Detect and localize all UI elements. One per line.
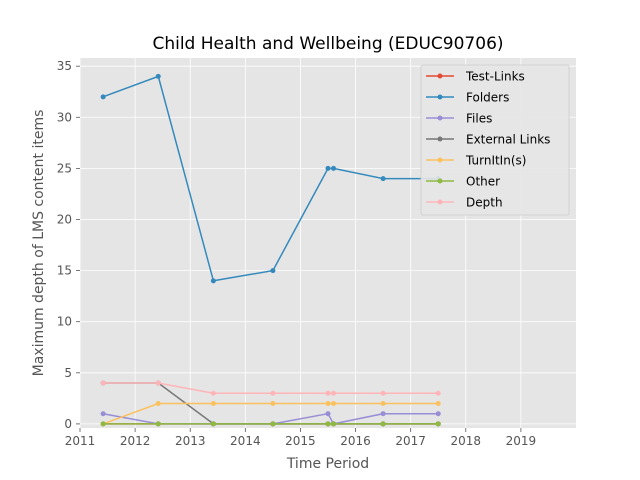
data-point	[435, 421, 441, 427]
data-point	[100, 380, 106, 386]
data-point	[100, 421, 106, 427]
data-point	[380, 411, 386, 417]
data-point	[210, 390, 216, 396]
data-point	[331, 421, 337, 427]
data-point	[270, 421, 276, 427]
legend-item: Files	[426, 112, 492, 126]
series-depth	[100, 380, 441, 396]
data-point	[210, 400, 216, 406]
legend-item: Other	[426, 175, 500, 189]
legend-label: Files	[466, 112, 492, 126]
data-point	[155, 73, 161, 79]
x-tick-label: 2012	[120, 434, 151, 448]
data-point	[331, 400, 337, 406]
x-tick-label: 2017	[395, 434, 426, 448]
data-point	[210, 278, 216, 284]
legend-item: Depth	[426, 196, 503, 210]
legend-item: Folders	[426, 91, 509, 105]
y-tick-label: 20	[57, 212, 72, 226]
data-point	[331, 390, 337, 396]
legend-label: Folders	[466, 91, 509, 105]
data-point	[270, 390, 276, 396]
x-tick-label: 2019	[506, 434, 537, 448]
x-tick-label: 2014	[230, 434, 261, 448]
legend-marker	[437, 73, 443, 79]
legend-marker	[437, 178, 443, 184]
legend: Test-Links Folders Files External Links Turn…	[420, 64, 570, 216]
legend-marker	[437, 157, 443, 163]
series-group	[100, 73, 441, 427]
legend-marker	[437, 136, 443, 142]
legend-marker	[437, 115, 443, 121]
data-point	[270, 400, 276, 406]
series-other	[100, 421, 441, 427]
series-line	[102, 75, 439, 282]
x-tick-label: 2016	[340, 434, 371, 448]
data-point	[210, 421, 216, 427]
x-tick-label: 2013	[175, 434, 206, 448]
legend-label: External Links	[466, 133, 550, 147]
y-axis-label: Maximum depth of LMS content items	[31, 110, 47, 377]
legend-marker	[437, 94, 443, 100]
x-tick-label: 2018	[451, 434, 482, 448]
y-axis-ticks: 0 5 10 15 20 25 30 35	[57, 59, 80, 431]
x-axis-ticks: 2011 2012 2013 2014 2015 2016 2017 2018 2019	[65, 428, 536, 448]
data-point	[380, 400, 386, 406]
data-point	[100, 411, 106, 417]
legend-label: Other	[466, 175, 500, 189]
data-point	[155, 400, 161, 406]
legend-label: TurnItIn(s)	[465, 154, 526, 168]
series-line	[102, 402, 439, 425]
chart-title: Child Health and Wellbeing (EDUC90706)	[152, 34, 503, 54]
legend-marker	[437, 199, 443, 205]
y-tick-label: 5	[64, 366, 72, 380]
series-turnitin-s	[100, 400, 441, 427]
legend-label: Depth	[466, 196, 503, 210]
data-point	[325, 411, 331, 417]
x-tick-label: 2011	[65, 434, 96, 448]
y-tick-label: 35	[57, 59, 72, 73]
y-tick-label: 25	[57, 161, 72, 175]
series-line	[103, 382, 439, 394]
legend-label: Test-Links	[465, 70, 525, 84]
legend-item: Test-Links	[426, 70, 525, 84]
data-point	[331, 165, 337, 171]
data-point	[270, 268, 276, 274]
data-point	[380, 176, 386, 182]
data-point	[325, 400, 331, 406]
data-point	[155, 421, 161, 427]
y-tick-label: 10	[57, 315, 72, 329]
data-point	[435, 390, 441, 396]
data-point	[100, 94, 106, 100]
data-point	[325, 165, 331, 171]
y-tick-label: 0	[64, 417, 72, 431]
x-tick-label: 2015	[285, 434, 316, 448]
data-point	[325, 390, 331, 396]
data-point	[380, 390, 386, 396]
data-point	[380, 421, 386, 427]
data-point	[325, 421, 331, 427]
legend-item: TurnItIn(s)	[426, 154, 526, 168]
legend-item: External Links	[426, 133, 550, 147]
y-tick-label: 15	[57, 264, 72, 278]
data-point	[435, 411, 441, 417]
data-point	[435, 400, 441, 406]
x-axis-label: Time Period	[286, 456, 369, 472]
data-point	[155, 380, 161, 386]
y-tick-label: 30	[57, 110, 72, 124]
legend-box	[420, 64, 570, 216]
